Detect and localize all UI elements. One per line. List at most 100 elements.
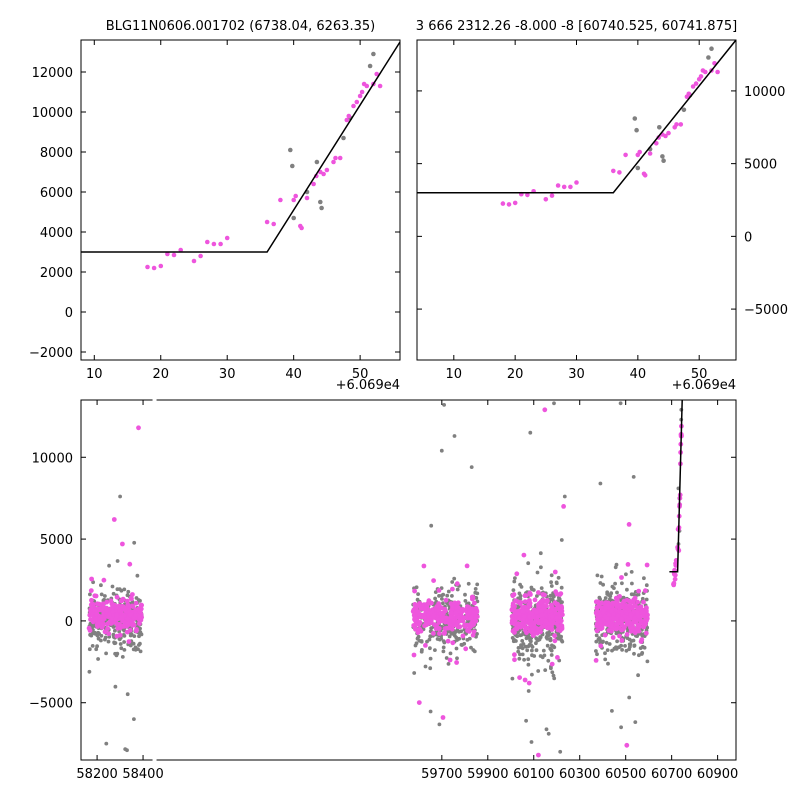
data-point-highlight <box>527 598 532 603</box>
data-point-background <box>512 579 517 584</box>
data-point-highlight <box>324 167 330 173</box>
data-point-background <box>619 725 623 730</box>
data-point-background <box>118 642 123 646</box>
data-point-highlight <box>520 609 526 614</box>
data-point-highlight <box>619 627 624 633</box>
data-point-highlight <box>165 251 170 257</box>
data-point-highlight <box>470 595 476 601</box>
data-point-background <box>367 63 373 69</box>
data-point-background <box>615 590 619 595</box>
data-point-background <box>644 583 649 588</box>
data-point-background <box>543 668 548 672</box>
data-point-background <box>441 592 446 597</box>
data-point-background <box>107 563 111 568</box>
data-point-highlight <box>374 71 380 77</box>
data-point-highlight <box>450 604 455 610</box>
x-tick-label: 30 <box>219 367 236 382</box>
data-point-highlight <box>454 581 460 587</box>
data-point-highlight <box>321 171 326 177</box>
data-point-background <box>415 597 420 602</box>
data-point-highlight <box>598 643 604 649</box>
data-point-highlight <box>198 253 203 259</box>
data-point-background <box>534 648 539 653</box>
data-point-background <box>550 670 555 675</box>
data-point-highlight <box>424 603 430 609</box>
data-point-background <box>601 582 605 587</box>
data-point-highlight <box>647 151 653 156</box>
data-point-highlight <box>644 605 649 611</box>
data-point-highlight <box>125 598 130 604</box>
data-point-background <box>88 592 92 597</box>
data-point-background <box>87 669 92 674</box>
data-point-highlight <box>423 622 429 628</box>
data-point-highlight <box>636 588 642 594</box>
data-point-background <box>440 597 444 601</box>
data-point-highlight <box>100 601 106 607</box>
data-point-highlight <box>86 625 92 631</box>
data-point-background <box>525 634 530 639</box>
data-point-highlight <box>546 625 551 631</box>
data-point-background <box>562 494 567 499</box>
data-point-highlight <box>643 630 649 636</box>
data-point-highlight <box>137 609 143 615</box>
data-point-background <box>318 199 323 205</box>
data-point-background <box>530 648 534 653</box>
data-point-background <box>610 584 615 589</box>
data-point-background <box>548 638 553 643</box>
data-point-background <box>526 561 531 566</box>
data-point-highlight <box>547 608 553 614</box>
data-point-highlight <box>133 613 138 618</box>
data-point-highlight <box>437 631 442 636</box>
data-point-highlight <box>594 628 600 634</box>
data-point-highlight <box>666 130 671 136</box>
data-point-highlight <box>538 629 543 635</box>
data-point-highlight <box>431 578 436 583</box>
data-point-background <box>428 709 433 714</box>
data-point-background <box>560 600 564 604</box>
y-tick-label: 10000 <box>744 85 785 100</box>
data-point-background <box>454 646 459 651</box>
data-point-background <box>414 641 419 646</box>
data-point-highlight <box>130 592 135 597</box>
data-point-background <box>131 641 136 646</box>
data-point-highlight <box>264 219 270 225</box>
data-point-highlight <box>447 657 453 663</box>
data-point-background <box>549 584 554 588</box>
data-point-highlight <box>522 677 528 683</box>
data-point-background <box>549 573 554 578</box>
data-point-highlight <box>436 588 442 593</box>
data-point-background <box>645 659 650 664</box>
data-point-highlight <box>440 715 446 720</box>
data-point-background <box>88 632 93 637</box>
data-point-background <box>416 634 421 639</box>
data-point-highlight <box>624 597 630 603</box>
data-point-background <box>522 657 526 662</box>
data-point-highlight <box>93 593 99 599</box>
data-point-highlight <box>102 629 108 635</box>
data-point-highlight <box>136 425 141 431</box>
data-point-background <box>519 585 524 589</box>
data-point-background <box>441 601 445 606</box>
data-point-highlight <box>512 657 517 663</box>
data-point-highlight <box>543 618 549 624</box>
data-point-highlight <box>445 638 451 644</box>
data-point-background <box>419 639 424 643</box>
data-point-background <box>523 644 528 649</box>
data-point-background <box>535 594 539 598</box>
data-point-background <box>627 647 631 652</box>
data-point-highlight <box>674 122 679 127</box>
x-offset-label: +6.069e4 <box>336 378 400 393</box>
data-point-background <box>612 647 617 651</box>
data-point-background <box>93 631 98 636</box>
data-point-highlight <box>137 614 143 620</box>
data-point-background <box>536 669 541 673</box>
data-point-highlight <box>645 612 650 618</box>
data-point-highlight <box>127 612 133 618</box>
data-point-background <box>597 595 602 600</box>
data-point-highlight <box>473 614 479 620</box>
x-tick-label: 60900 <box>697 767 738 782</box>
data-point-highlight <box>158 263 164 269</box>
data-point-background <box>544 727 549 732</box>
data-point-background <box>111 632 116 637</box>
data-point-background <box>516 649 521 654</box>
